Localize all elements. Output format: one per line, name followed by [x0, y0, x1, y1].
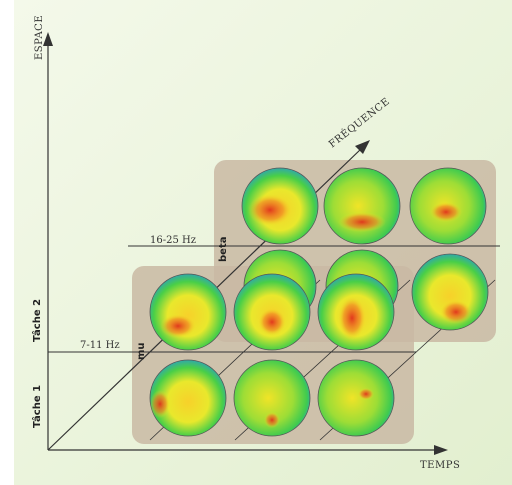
beta-band-label: beta	[218, 237, 229, 262]
scalp-map	[149, 359, 227, 437]
scalp-map	[233, 359, 311, 437]
mu-range-label: 7-11 Hz	[80, 340, 120, 351]
mu-band-label: mu	[136, 342, 147, 360]
scalp-map	[233, 273, 311, 351]
scalp-map	[409, 167, 487, 245]
space-axis-arrow	[43, 32, 53, 46]
scalp-map	[317, 273, 395, 351]
task2-label: Tâche 2	[31, 299, 43, 342]
scalp-map	[317, 359, 395, 437]
time-axis-arrow	[434, 445, 448, 455]
scalp-map	[323, 167, 401, 245]
space-axis-label: ESPACE	[34, 15, 45, 60]
frequency-axis-arrow	[355, 140, 370, 154]
time-axis-label: TEMPS	[420, 460, 460, 471]
scalp-row-mu-task1	[149, 359, 395, 437]
scalp-map	[411, 253, 489, 331]
scalp-map	[241, 167, 319, 245]
left-margin	[0, 0, 14, 485]
scalp-row-mu-task2	[149, 273, 395, 351]
beta-range-label: 16-25 Hz	[150, 235, 196, 246]
scalp-map	[149, 273, 227, 351]
task1-label: Tâche 1	[31, 385, 43, 428]
